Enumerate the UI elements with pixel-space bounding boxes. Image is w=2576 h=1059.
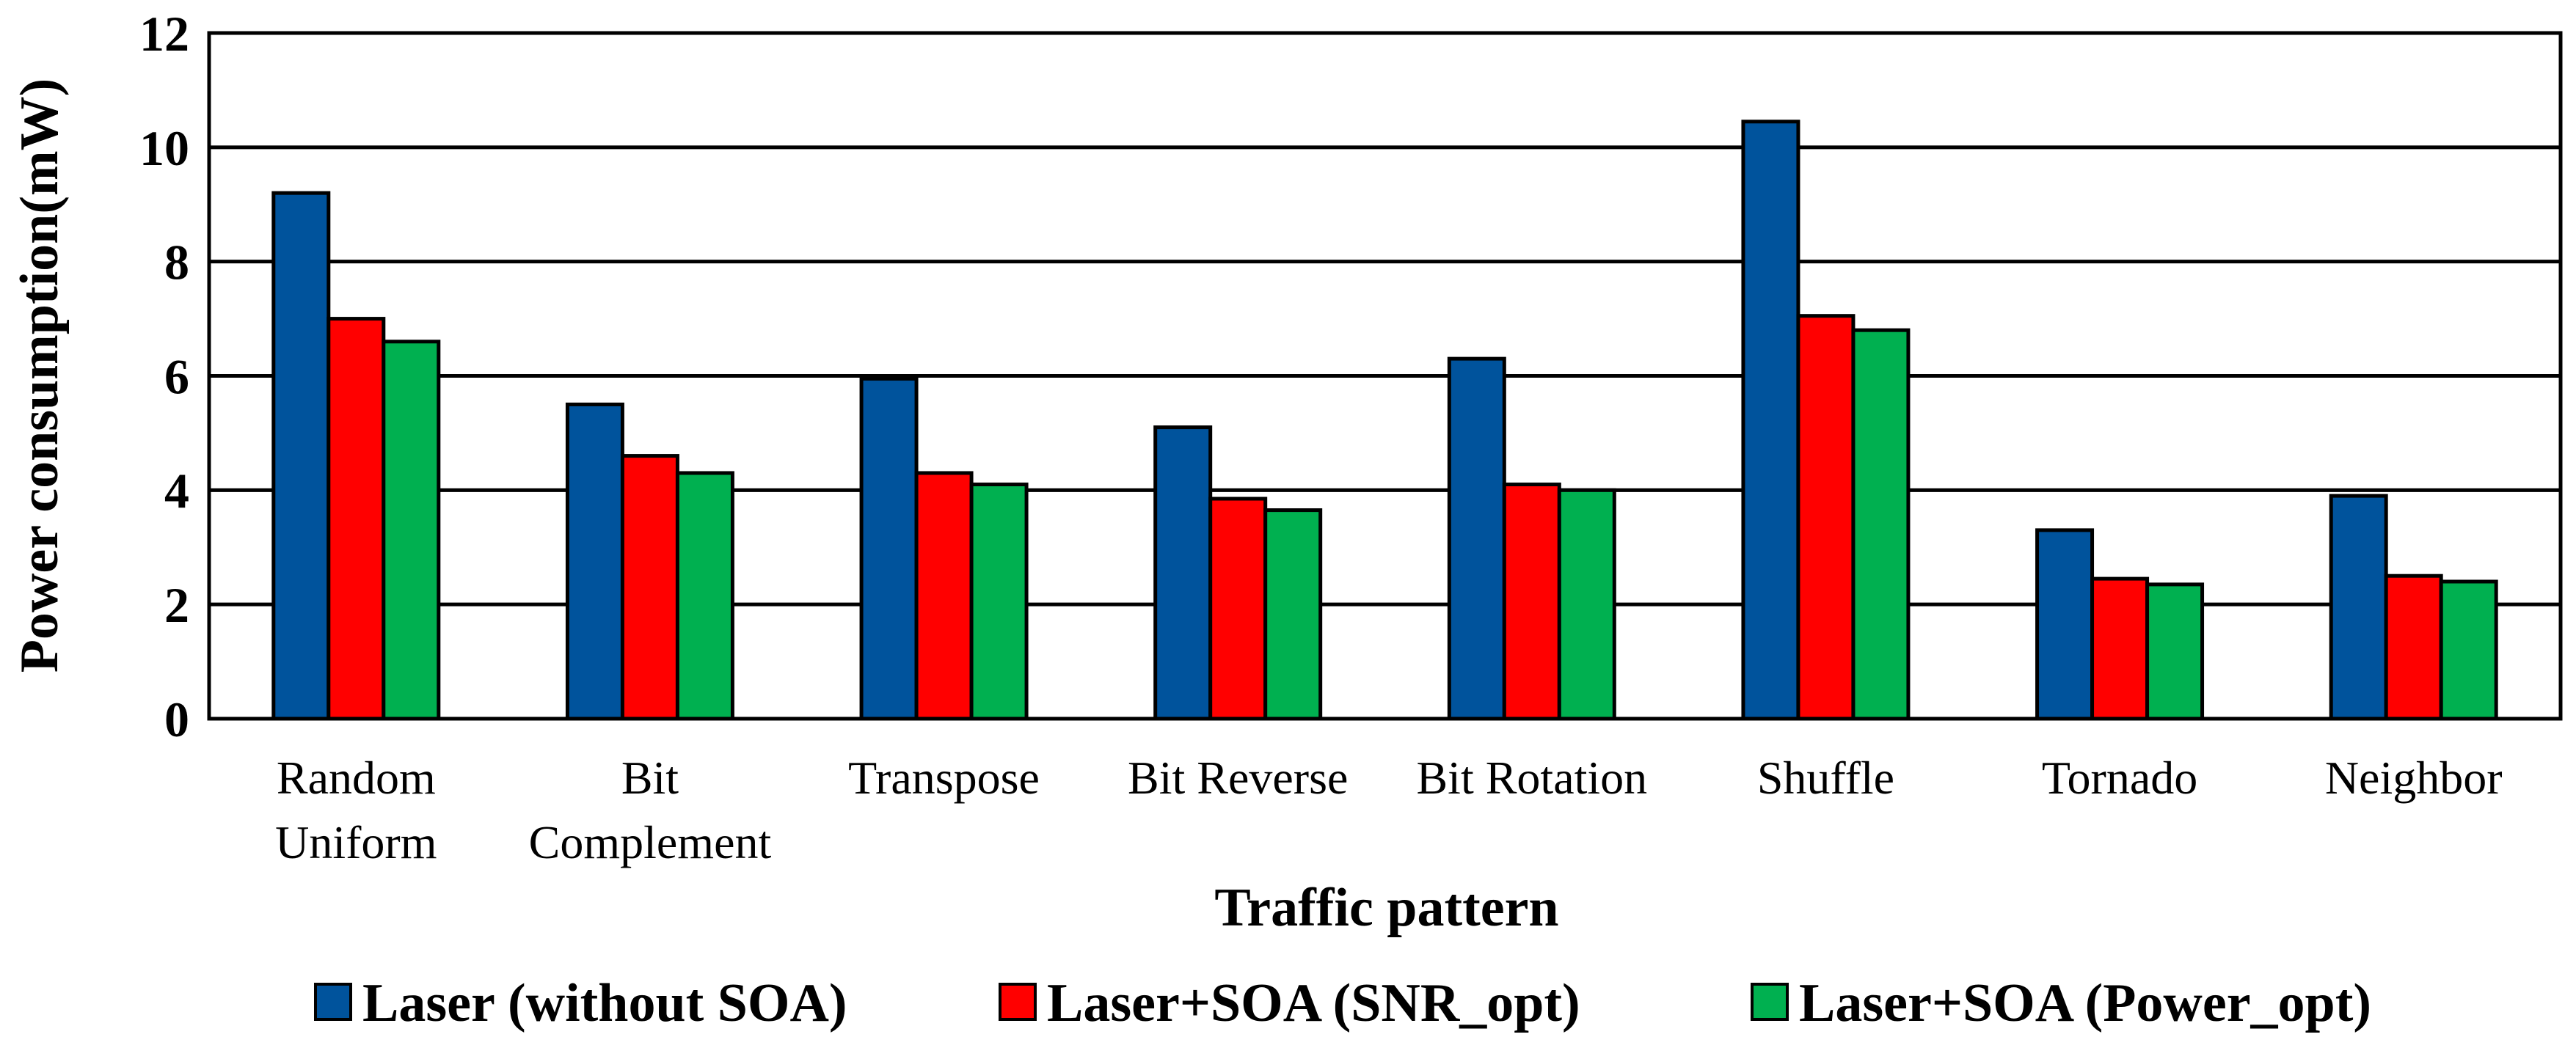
legend-swatch-2 <box>999 983 1037 1021</box>
legend-label-3: Laser+SOA (Power_opt) <box>1799 973 2371 1033</box>
bar-series-1-cat-4 <box>1153 425 1213 721</box>
y-axis-ticks: 0 2 4 6 8 10 12 <box>139 6 189 747</box>
x-axis-title: Traffic pattern <box>1214 878 1558 938</box>
bar-series-3-cat-4 <box>1263 508 1323 721</box>
y-tick-label: 0 <box>164 692 189 747</box>
bar-series-2-cat-2 <box>620 454 679 721</box>
bar-series-2-cat-3 <box>914 471 974 721</box>
y-tick-label: 10 <box>139 120 189 176</box>
bar-series-3-cat-5 <box>1557 488 1616 721</box>
y-tick-label: 6 <box>164 349 189 405</box>
bar-series-3-cat-3 <box>969 483 1029 721</box>
x-tick-label: Tornado <box>2042 752 2197 804</box>
bar-series-1-cat-6 <box>1741 120 1800 721</box>
bar-series-2-cat-6 <box>1796 314 1856 721</box>
bar-series-3-cat-8 <box>2439 579 2498 721</box>
bar-series-3-cat-6 <box>1851 328 1911 721</box>
y-tick-label: 2 <box>164 577 189 633</box>
legend: Laser (without SOA) Laser+SOA (SNR_opt) La… <box>314 973 2371 1033</box>
bar-series-group <box>271 120 2498 721</box>
bar-series-1-cat-3 <box>859 376 919 721</box>
bar-series-2-cat-8 <box>2384 574 2443 721</box>
bar-series-3-cat-7 <box>2145 582 2205 721</box>
x-tick-label: Bit <box>621 752 679 804</box>
bar-series-2-cat-7 <box>2090 576 2150 721</box>
y-tick-label: 4 <box>164 463 189 518</box>
bar-series-1-cat-1 <box>271 191 331 721</box>
x-tick-label: Uniform <box>275 816 437 868</box>
bar-series-3-cat-2 <box>675 471 734 721</box>
x-tick-label: Bit Rotation <box>1416 752 1647 804</box>
legend-swatch-3 <box>1751 983 1789 1021</box>
x-tick-label: Transpose <box>848 752 1040 804</box>
x-tick-label: Random <box>277 752 436 804</box>
bar-series-1-cat-8 <box>2329 494 2388 721</box>
y-tick-label: 8 <box>164 235 189 290</box>
x-axis-ticks: Random Uniform Bit Complement Transpose Bit R… <box>275 752 2502 868</box>
bar-series-1-cat-7 <box>2035 528 2095 721</box>
bar-series-2-cat-4 <box>1208 496 1268 721</box>
gridlines <box>209 145 2561 607</box>
y-tick-label: 12 <box>139 6 189 62</box>
legend-label-1: Laser (without SOA) <box>362 973 847 1033</box>
y-axis-title: Power consumption(mW) <box>10 78 70 673</box>
bar-series-1-cat-2 <box>565 402 624 721</box>
bar-series-1-cat-5 <box>1447 356 1506 721</box>
bar-series-2-cat-5 <box>1502 483 1561 721</box>
plot-area-frame <box>207 31 2563 721</box>
x-tick-label: Complement <box>529 816 772 868</box>
legend-swatch-1 <box>314 983 352 1021</box>
bar-series-2-cat-1 <box>326 317 386 721</box>
legend-label-2: Laser+SOA (SNR_opt) <box>1047 973 1580 1033</box>
x-tick-label: Bit Reverse <box>1128 752 1348 804</box>
x-tick-label: Neighbor <box>2325 752 2503 804</box>
x-tick-label: Shuffle <box>1757 752 1894 804</box>
bar-series-3-cat-1 <box>382 340 441 721</box>
